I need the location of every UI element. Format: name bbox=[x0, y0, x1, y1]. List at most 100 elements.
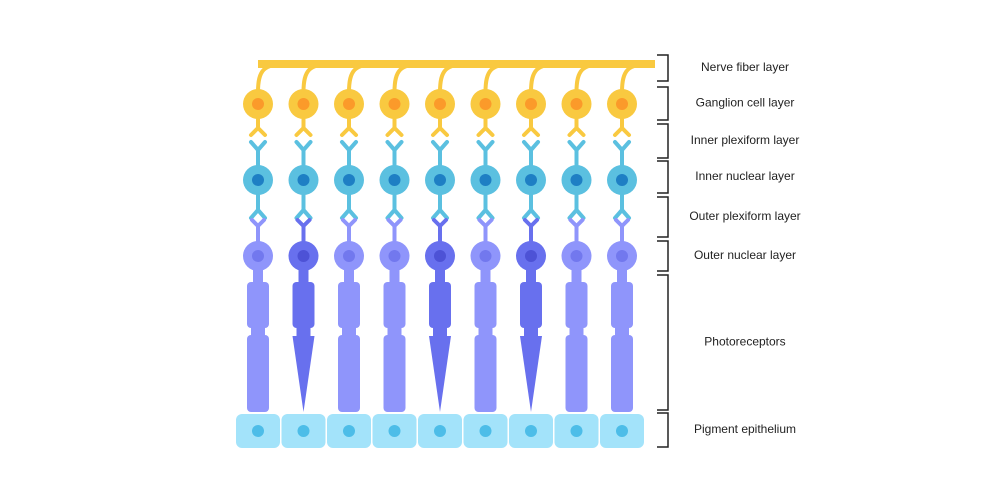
photoreceptor-nucleus bbox=[570, 250, 583, 262]
axon bbox=[347, 62, 378, 93]
photoreceptor-terminal bbox=[432, 218, 448, 228]
ganglion-dendrite bbox=[476, 126, 495, 137]
ganglion-nucleus bbox=[570, 98, 583, 110]
inner-segment bbox=[474, 282, 497, 328]
axon bbox=[301, 62, 332, 93]
bipolar-nucleus bbox=[343, 174, 355, 186]
photoreceptor-nucleus bbox=[479, 250, 492, 262]
inner-segment bbox=[292, 282, 315, 328]
pigment-nucleus bbox=[479, 425, 492, 437]
photoreceptor-nucleus bbox=[434, 250, 446, 262]
bipolar-nucleus bbox=[252, 174, 264, 186]
layer-label: Inner nuclear layer bbox=[695, 169, 794, 183]
rod-outer-segment bbox=[611, 335, 633, 412]
cilium bbox=[433, 326, 447, 338]
bipolar-dendrite bbox=[385, 208, 404, 220]
layer-label: Outer plexiform layer bbox=[689, 209, 800, 223]
bracket bbox=[657, 412, 669, 448]
cone-outer-segment bbox=[429, 336, 451, 412]
axon bbox=[620, 62, 651, 93]
bipolar-dendrite bbox=[340, 140, 358, 152]
bipolar-dendrite bbox=[385, 140, 404, 152]
axon bbox=[529, 62, 560, 93]
ganglion-nucleus bbox=[434, 98, 446, 110]
layer-label: Ganglion cell layer bbox=[696, 96, 795, 110]
photoreceptor-terminal bbox=[477, 218, 494, 228]
photoreceptor-nucleus bbox=[525, 250, 537, 262]
photoreceptor-fiber bbox=[298, 266, 309, 286]
bipolar-dendrite bbox=[294, 208, 313, 220]
axon bbox=[256, 62, 287, 93]
bipolar-dendrite bbox=[613, 140, 631, 152]
bipolar-dendrite bbox=[249, 140, 267, 152]
ganglion-nucleus bbox=[297, 98, 310, 110]
photoreceptor-terminal bbox=[523, 218, 539, 228]
pigment-nucleus bbox=[388, 425, 401, 437]
axon bbox=[438, 62, 469, 93]
cilium bbox=[524, 326, 538, 338]
axon bbox=[574, 62, 605, 93]
bipolar-dendrite bbox=[567, 140, 586, 152]
inner-segment bbox=[247, 282, 269, 328]
inner-segment bbox=[383, 282, 406, 328]
photoreceptor-fiber bbox=[526, 266, 536, 286]
bracket bbox=[657, 196, 669, 238]
bipolar-dendrite bbox=[613, 208, 631, 220]
axon bbox=[483, 62, 514, 93]
bipolar-dendrite bbox=[522, 208, 540, 220]
layer-label: Nerve fiber layer bbox=[701, 60, 789, 74]
rod-outer-segment bbox=[338, 335, 360, 412]
bracket bbox=[657, 160, 669, 194]
pigment-nucleus bbox=[434, 425, 446, 437]
ganglion-dendrite bbox=[567, 126, 586, 137]
layer-label: Photoreceptors bbox=[704, 335, 785, 349]
bipolar-dendrite bbox=[567, 208, 586, 220]
pigment-nucleus bbox=[297, 425, 310, 437]
photoreceptor-fiber bbox=[344, 266, 354, 286]
photoreceptor-fiber bbox=[435, 266, 445, 286]
ganglion-dendrite bbox=[294, 126, 313, 137]
ganglion-dendrite bbox=[385, 126, 404, 137]
rod-outer-segment bbox=[474, 335, 497, 412]
photoreceptor-fiber bbox=[253, 266, 263, 286]
photoreceptor-fiber bbox=[571, 266, 582, 286]
ganglion-dendrite bbox=[249, 126, 267, 137]
bracket bbox=[657, 274, 669, 411]
cone-outer-segment bbox=[292, 336, 315, 412]
bipolar-dendrite bbox=[431, 208, 449, 220]
photoreceptor-terminal bbox=[250, 218, 266, 228]
photoreceptor-nucleus bbox=[297, 250, 310, 262]
pigment-nucleus bbox=[570, 425, 583, 437]
bipolar-dendrite bbox=[431, 140, 449, 152]
ganglion-nucleus bbox=[343, 98, 355, 110]
photoreceptor-fiber bbox=[617, 266, 627, 286]
photoreceptor-fiber bbox=[480, 266, 491, 286]
inner-segment bbox=[429, 282, 451, 328]
photoreceptor-nucleus bbox=[616, 250, 628, 262]
cilium bbox=[296, 326, 311, 338]
layer-label: Pigment epithelium bbox=[694, 422, 796, 436]
ganglion-dendrite bbox=[431, 126, 449, 137]
rod-outer-segment bbox=[383, 335, 406, 412]
bracket bbox=[657, 86, 669, 121]
bipolar-nucleus bbox=[434, 174, 446, 186]
rod-outer-segment bbox=[247, 335, 269, 412]
bipolar-dendrite bbox=[476, 140, 495, 152]
photoreceptor-nucleus bbox=[252, 250, 264, 262]
ganglion-dendrite bbox=[340, 126, 358, 137]
photoreceptor-terminal bbox=[568, 218, 585, 228]
photoreceptor-nucleus bbox=[343, 250, 355, 262]
bipolar-nucleus bbox=[570, 174, 583, 186]
ganglion-dendrite bbox=[522, 126, 540, 137]
bipolar-nucleus bbox=[479, 174, 492, 186]
inner-segment bbox=[565, 282, 588, 328]
inner-segment bbox=[520, 282, 542, 328]
bipolar-nucleus bbox=[388, 174, 401, 186]
ganglion-dendrite bbox=[613, 126, 631, 137]
bipolar-nucleus bbox=[616, 174, 628, 186]
ganglion-nucleus bbox=[479, 98, 492, 110]
inner-segment bbox=[611, 282, 633, 328]
bipolar-dendrite bbox=[476, 208, 495, 220]
ganglion-nucleus bbox=[525, 98, 537, 110]
